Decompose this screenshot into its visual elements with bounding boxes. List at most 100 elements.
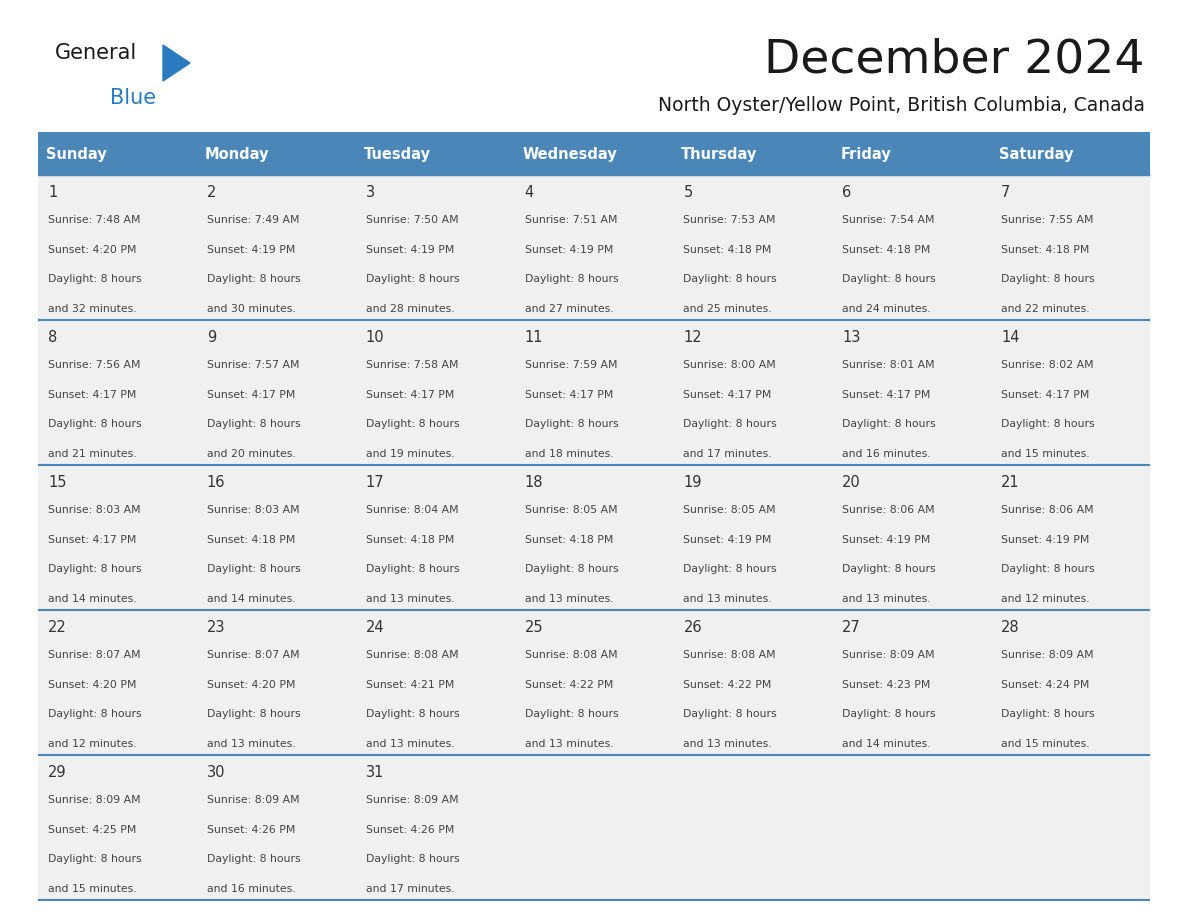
- Text: 28: 28: [1001, 620, 1019, 635]
- Text: 13: 13: [842, 330, 860, 345]
- Text: and 19 minutes.: and 19 minutes.: [366, 449, 454, 459]
- Text: 23: 23: [207, 620, 226, 635]
- Text: Daylight: 8 hours: Daylight: 8 hours: [366, 274, 460, 285]
- Text: 7: 7: [1001, 185, 1011, 200]
- Bar: [197, 465, 355, 610]
- Text: and 12 minutes.: and 12 minutes.: [48, 739, 137, 749]
- Text: Sunrise: 8:09 AM: Sunrise: 8:09 AM: [207, 795, 299, 805]
- Text: and 22 minutes.: and 22 minutes.: [1001, 304, 1089, 314]
- Text: Sunset: 4:26 PM: Sunset: 4:26 PM: [366, 824, 454, 834]
- Bar: [674, 610, 833, 755]
- Text: 14: 14: [1001, 330, 1019, 345]
- Text: Daylight: 8 hours: Daylight: 8 hours: [683, 420, 777, 430]
- Text: Daylight: 8 hours: Daylight: 8 hours: [1001, 565, 1095, 575]
- Text: Sunrise: 8:00 AM: Sunrise: 8:00 AM: [683, 360, 776, 370]
- Text: Sunrise: 7:53 AM: Sunrise: 7:53 AM: [683, 215, 776, 225]
- Bar: [991, 610, 1150, 755]
- Text: 16: 16: [207, 475, 226, 490]
- Text: Sunset: 4:18 PM: Sunset: 4:18 PM: [366, 534, 454, 544]
- Text: Daylight: 8 hours: Daylight: 8 hours: [525, 420, 618, 430]
- Text: and 13 minutes.: and 13 minutes.: [525, 594, 613, 604]
- Text: Sunset: 4:18 PM: Sunset: 4:18 PM: [842, 244, 930, 254]
- Text: Thursday: Thursday: [682, 147, 758, 162]
- Text: Daylight: 8 hours: Daylight: 8 hours: [48, 710, 141, 720]
- Bar: [355, 465, 514, 610]
- Text: 10: 10: [366, 330, 385, 345]
- Text: and 15 minutes.: and 15 minutes.: [48, 884, 137, 894]
- Bar: [355, 320, 514, 465]
- Bar: [674, 133, 833, 175]
- Text: 18: 18: [525, 475, 543, 490]
- Text: and 17 minutes.: and 17 minutes.: [366, 884, 454, 894]
- Bar: [197, 610, 355, 755]
- Text: Daylight: 8 hours: Daylight: 8 hours: [683, 565, 777, 575]
- Bar: [991, 755, 1150, 900]
- Bar: [197, 320, 355, 465]
- Text: 1: 1: [48, 185, 57, 200]
- Bar: [833, 465, 991, 610]
- Bar: [38, 320, 197, 465]
- Text: Daylight: 8 hours: Daylight: 8 hours: [366, 565, 460, 575]
- Bar: [514, 320, 674, 465]
- Text: Sunset: 4:19 PM: Sunset: 4:19 PM: [1001, 534, 1089, 544]
- Text: Sunset: 4:17 PM: Sunset: 4:17 PM: [366, 389, 454, 399]
- Text: 17: 17: [366, 475, 385, 490]
- Text: and 13 minutes.: and 13 minutes.: [366, 594, 454, 604]
- Text: 6: 6: [842, 185, 852, 200]
- Text: Daylight: 8 hours: Daylight: 8 hours: [207, 274, 301, 285]
- Text: Blue: Blue: [110, 88, 156, 108]
- Text: 26: 26: [683, 620, 702, 635]
- Text: Daylight: 8 hours: Daylight: 8 hours: [207, 855, 301, 864]
- Text: and 13 minutes.: and 13 minutes.: [683, 594, 772, 604]
- Text: 22: 22: [48, 620, 67, 635]
- Text: Sunset: 4:18 PM: Sunset: 4:18 PM: [525, 534, 613, 544]
- Text: Sunrise: 8:03 AM: Sunrise: 8:03 AM: [207, 505, 299, 515]
- Text: Sunset: 4:17 PM: Sunset: 4:17 PM: [48, 389, 137, 399]
- Text: Friday: Friday: [840, 147, 891, 162]
- Text: and 30 minutes.: and 30 minutes.: [207, 304, 296, 314]
- Text: Sunrise: 7:58 AM: Sunrise: 7:58 AM: [366, 360, 459, 370]
- Text: Sunset: 4:17 PM: Sunset: 4:17 PM: [842, 389, 930, 399]
- Text: Daylight: 8 hours: Daylight: 8 hours: [207, 420, 301, 430]
- Text: 25: 25: [525, 620, 543, 635]
- Text: Sunset: 4:17 PM: Sunset: 4:17 PM: [1001, 389, 1089, 399]
- Text: Monday: Monday: [204, 147, 270, 162]
- Text: Daylight: 8 hours: Daylight: 8 hours: [207, 565, 301, 575]
- Text: 29: 29: [48, 765, 67, 780]
- Text: and 16 minutes.: and 16 minutes.: [207, 884, 296, 894]
- Text: Sunrise: 7:50 AM: Sunrise: 7:50 AM: [366, 215, 459, 225]
- Text: Sunrise: 8:09 AM: Sunrise: 8:09 AM: [366, 795, 459, 805]
- Text: Daylight: 8 hours: Daylight: 8 hours: [366, 855, 460, 864]
- Bar: [197, 133, 355, 175]
- Text: Sunrise: 8:05 AM: Sunrise: 8:05 AM: [683, 505, 776, 515]
- Bar: [674, 175, 833, 320]
- Text: Sunrise: 8:08 AM: Sunrise: 8:08 AM: [366, 650, 459, 660]
- Text: Sunset: 4:20 PM: Sunset: 4:20 PM: [48, 244, 137, 254]
- Text: General: General: [55, 43, 138, 63]
- Bar: [674, 755, 833, 900]
- Text: and 25 minutes.: and 25 minutes.: [683, 304, 772, 314]
- Text: Sunrise: 7:49 AM: Sunrise: 7:49 AM: [207, 215, 299, 225]
- Text: Daylight: 8 hours: Daylight: 8 hours: [525, 274, 618, 285]
- Bar: [991, 320, 1150, 465]
- Bar: [674, 320, 833, 465]
- Text: 30: 30: [207, 765, 226, 780]
- Text: Sunset: 4:21 PM: Sunset: 4:21 PM: [366, 679, 454, 689]
- Text: Sunset: 4:20 PM: Sunset: 4:20 PM: [48, 679, 137, 689]
- Text: Sunset: 4:20 PM: Sunset: 4:20 PM: [207, 679, 296, 689]
- Text: 3: 3: [366, 185, 375, 200]
- Text: Sunset: 4:19 PM: Sunset: 4:19 PM: [842, 534, 930, 544]
- Text: Sunrise: 7:55 AM: Sunrise: 7:55 AM: [1001, 215, 1094, 225]
- Text: Daylight: 8 hours: Daylight: 8 hours: [525, 565, 618, 575]
- Text: Sunset: 4:19 PM: Sunset: 4:19 PM: [366, 244, 454, 254]
- Text: 8: 8: [48, 330, 57, 345]
- Text: Sunrise: 8:09 AM: Sunrise: 8:09 AM: [842, 650, 935, 660]
- Text: Daylight: 8 hours: Daylight: 8 hours: [842, 565, 936, 575]
- Text: 20: 20: [842, 475, 861, 490]
- Text: December 2024: December 2024: [765, 38, 1145, 83]
- Text: Daylight: 8 hours: Daylight: 8 hours: [683, 274, 777, 285]
- Text: Sunrise: 8:01 AM: Sunrise: 8:01 AM: [842, 360, 935, 370]
- Text: 15: 15: [48, 475, 67, 490]
- Text: 21: 21: [1001, 475, 1019, 490]
- Bar: [38, 610, 197, 755]
